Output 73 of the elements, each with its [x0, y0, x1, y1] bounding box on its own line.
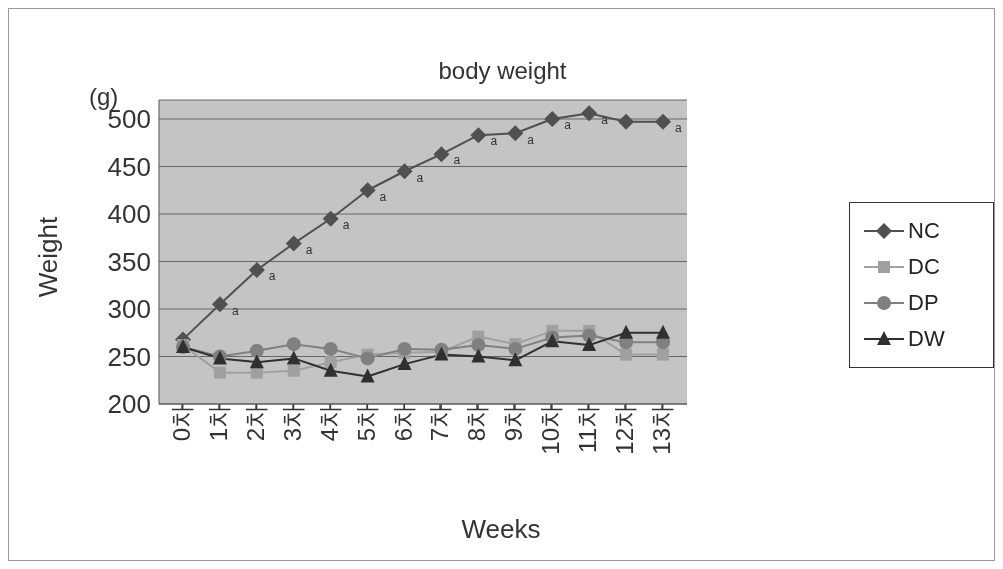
- x-tick-label: 1차: [204, 404, 232, 442]
- point: [508, 341, 523, 356]
- y-axis-title: Weight: [33, 216, 64, 298]
- point: [323, 362, 338, 377]
- x-tick-label: 12차: [611, 404, 639, 455]
- x-tick-label: 7차: [426, 404, 454, 442]
- point: [655, 113, 671, 130]
- point: [287, 364, 300, 377]
- y-tick-label: 250: [107, 341, 151, 372]
- x-tick-label: 10차: [537, 404, 565, 455]
- annotation: a: [231, 303, 239, 318]
- y-tick-label: 400: [107, 199, 151, 230]
- annotation: a: [268, 269, 276, 284]
- legend-label: DP: [908, 289, 939, 316]
- point: [470, 127, 487, 144]
- x-tick-label: 8차: [463, 404, 491, 442]
- chart-title: body weight: [438, 57, 567, 84]
- x-tick-label: 6차: [389, 404, 417, 442]
- point: [507, 125, 524, 142]
- annotation: a: [490, 134, 498, 149]
- point: [619, 324, 634, 339]
- x-tick-label: 11차: [574, 404, 602, 453]
- point: [618, 113, 635, 130]
- y-tick-label: 200: [107, 389, 151, 420]
- point: [397, 341, 412, 356]
- point: [213, 366, 226, 379]
- point: [620, 348, 633, 361]
- point: [471, 338, 486, 353]
- annotation: a: [564, 118, 572, 133]
- x-tick-label: 4차: [315, 404, 343, 442]
- x-tick-label: 9차: [500, 404, 528, 442]
- legend-label: DC: [908, 253, 940, 280]
- point: [285, 235, 302, 252]
- point: [249, 354, 264, 369]
- point: [286, 337, 301, 352]
- point: [323, 341, 338, 356]
- annotation: a: [342, 218, 350, 233]
- point: [544, 111, 561, 127]
- y-tick-label: 450: [107, 151, 151, 182]
- point: [508, 352, 523, 367]
- x-tick-label: 13차: [648, 404, 676, 455]
- point: [322, 210, 339, 227]
- annotation: a: [601, 112, 609, 127]
- y-tick-label: 350: [107, 246, 151, 277]
- point: [359, 182, 376, 199]
- point: [249, 343, 264, 358]
- point: [397, 356, 412, 371]
- point: [248, 262, 265, 279]
- point: [396, 163, 413, 180]
- point: [657, 348, 669, 361]
- point: [582, 337, 597, 352]
- annotation: a: [416, 170, 424, 185]
- point: [360, 368, 375, 383]
- x-axis-title: Weeks: [460, 514, 542, 545]
- annotation: a: [453, 153, 461, 168]
- x-tick-label: 3차: [278, 404, 306, 442]
- legend-label: DW: [908, 325, 945, 352]
- annotation: a: [379, 189, 387, 204]
- x-tick-label: 0차: [168, 404, 196, 442]
- point: [471, 348, 486, 363]
- x-tick-label: 5차: [352, 404, 380, 442]
- y-tick-label: 300: [107, 294, 151, 325]
- annotation: a: [527, 132, 535, 147]
- point: [286, 350, 301, 365]
- point: [656, 324, 670, 339]
- x-tick-label: 2차: [241, 404, 269, 442]
- legend-label: NC: [908, 217, 940, 244]
- annotation: a: [305, 242, 313, 257]
- point: [211, 296, 228, 313]
- point: [433, 146, 450, 163]
- annotation: a: [675, 121, 682, 136]
- point: [360, 351, 375, 366]
- point: [581, 105, 598, 122]
